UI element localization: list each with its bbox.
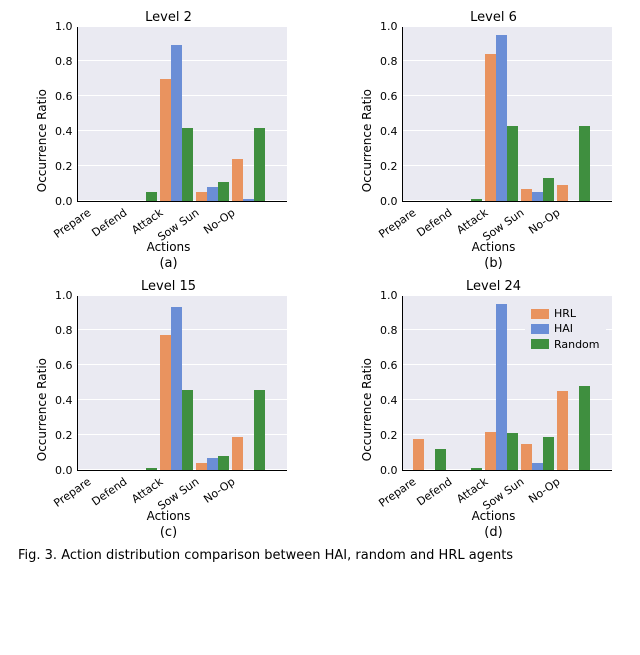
bar [532, 192, 543, 201]
y-ticks: 1.00.80.60.40.20.0 [376, 296, 402, 471]
legend-label: Random [554, 337, 600, 352]
chart-grid: Occurrence Ratio Level 2 1.00.80.60.40.20.… [10, 10, 640, 540]
bar [254, 128, 265, 202]
legend-item: HAI [531, 321, 600, 336]
bar [579, 126, 590, 201]
bar [207, 458, 218, 470]
bar [496, 304, 507, 470]
bar [146, 192, 157, 201]
y-axis-label: Occurrence Ratio [360, 89, 374, 192]
legend-label: HAI [554, 321, 573, 336]
bar [160, 335, 171, 470]
x-tick-label: Prepare [376, 206, 418, 241]
panel-sublabel: (c) [160, 525, 177, 540]
bar [171, 45, 182, 201]
x-tick-label: Defend [414, 206, 454, 240]
legend-item: Random [531, 337, 600, 352]
bar [485, 54, 496, 201]
bar [160, 79, 171, 202]
plot-area [77, 296, 287, 471]
bar [182, 390, 193, 471]
bar [218, 456, 229, 470]
legend-swatch [531, 339, 549, 349]
bar [532, 463, 543, 470]
y-ticks: 1.00.80.60.40.20.0 [376, 27, 402, 202]
bar [507, 433, 518, 470]
x-tick-label: No-Op [526, 475, 562, 506]
bar [413, 439, 424, 471]
chart-panel: Occurrence Ratio Level 6 1.00.80.60.40.20.… [335, 10, 640, 271]
y-axis-label: Occurrence Ratio [35, 358, 49, 461]
chart-panel: Occurrence Ratio Level 15 1.00.80.60.40.20… [10, 279, 325, 540]
panel-title: Level 24 [466, 279, 521, 294]
panel-title: Level 2 [145, 10, 192, 25]
bar [207, 187, 218, 201]
plot-area: HRLHAIRandom [402, 296, 612, 471]
x-ticks: PrepareDefendAttackSow SunNo-Op [389, 471, 599, 521]
bar [196, 463, 207, 470]
bar [543, 178, 554, 201]
bar [171, 307, 182, 470]
legend-swatch [531, 324, 549, 334]
panel-sublabel: (d) [484, 525, 502, 540]
chart-panel: Occurrence Ratio Level 2 1.00.80.60.40.20.… [10, 10, 325, 271]
bar [218, 182, 229, 201]
bar [485, 432, 496, 471]
plot-area [402, 27, 612, 202]
bar [496, 35, 507, 201]
x-tick-label: No-Op [526, 206, 562, 237]
bar [507, 126, 518, 201]
y-ticks: 1.00.80.60.40.20.0 [51, 27, 77, 202]
x-tick-label: Prepare [376, 475, 418, 510]
bar [471, 468, 482, 470]
bar [146, 468, 157, 470]
bar [543, 437, 554, 470]
bar [182, 128, 193, 202]
figure-caption: Fig. 3. Action distribution comparison b… [10, 548, 640, 563]
x-tick-label: Prepare [51, 206, 93, 241]
panel-title: Level 15 [141, 279, 196, 294]
legend-item: HRL [531, 306, 600, 321]
plot-area [77, 27, 287, 202]
bar [435, 449, 446, 470]
bar [579, 386, 590, 470]
legend: HRLHAIRandom [525, 302, 606, 356]
panel-title: Level 6 [470, 10, 517, 25]
bar [243, 199, 254, 201]
panel-sublabel: (a) [159, 256, 177, 271]
x-ticks: PrepareDefendAttackSow SunNo-Op [64, 202, 274, 252]
x-tick-label: Defend [89, 206, 129, 240]
chart-panel: Occurrence Ratio Level 24 1.00.80.60.40.20… [335, 279, 640, 540]
bar [557, 391, 568, 470]
bar [521, 444, 532, 470]
panel-sublabel: (b) [484, 256, 502, 271]
y-axis-label: Occurrence Ratio [35, 89, 49, 192]
bar [232, 437, 243, 470]
bar [232, 159, 243, 201]
bar [254, 390, 265, 471]
legend-swatch [531, 309, 549, 319]
y-axis-label: Occurrence Ratio [360, 358, 374, 461]
x-tick-label: No-Op [201, 206, 237, 237]
bar [471, 199, 482, 201]
x-tick-label: Defend [414, 475, 454, 509]
x-tick-label: No-Op [201, 475, 237, 506]
bar [557, 185, 568, 201]
x-ticks: PrepareDefendAttackSow SunNo-Op [389, 202, 599, 252]
x-tick-label: Defend [89, 475, 129, 509]
x-ticks: PrepareDefendAttackSow SunNo-Op [64, 471, 274, 521]
bar [196, 192, 207, 201]
legend-label: HRL [554, 306, 576, 321]
x-tick-label: Prepare [51, 475, 93, 510]
y-ticks: 1.00.80.60.40.20.0 [51, 296, 77, 471]
bar [521, 189, 532, 201]
